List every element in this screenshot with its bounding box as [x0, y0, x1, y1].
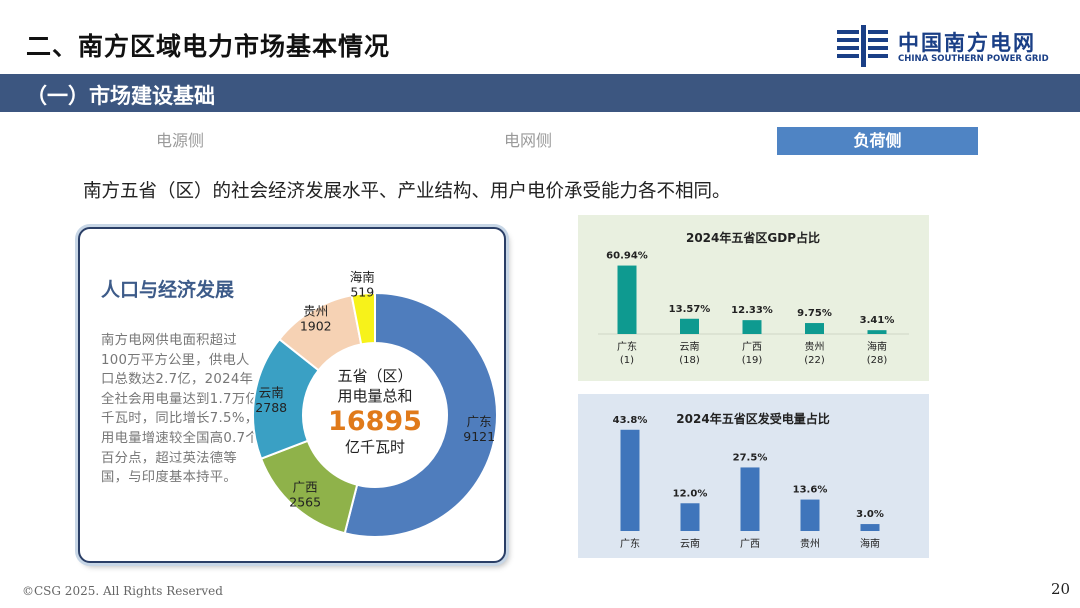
bar-elec-bars-4: [860, 524, 880, 531]
tick-gdp-bars-3: 贵州: [805, 340, 825, 353]
bar-elec-bars-2: [740, 467, 760, 531]
donut-slice-4: [350, 291, 376, 346]
bar-label-elec-bars-1: 12.0%: [673, 488, 708, 499]
population-panel-body: 南方电网供电面积超过100万平方公里，供电人口总数达2.7亿，2024年全社会用…: [101, 333, 260, 486]
bar-label-elec-bars-2: 27.5%: [733, 452, 768, 463]
section-title: （一）市场建设基础: [26, 84, 215, 108]
tick-elec-bars-3: 贵州: [800, 537, 820, 550]
donut-label-name-2: 云南: [259, 385, 284, 400]
tick-elec-bars-1: 云南: [680, 537, 700, 550]
donut-label-value-2: 2788: [255, 400, 287, 415]
tab-power-side[interactable]: 电源侧: [155, 131, 204, 150]
population-panel-title: 人口与经济发展: [101, 279, 235, 301]
tab-grid-side[interactable]: 电网侧: [503, 131, 552, 150]
logo-text-english: CHINA SOUTHERN POWER GRID: [898, 54, 1049, 64]
donut-label-value-3: 1902: [300, 319, 332, 334]
donut-label-value-0: 9121: [463, 429, 495, 444]
tick-gdp-bars-0: 广东: [617, 340, 637, 353]
bar-gdp-bars-3: [805, 323, 824, 334]
donut-center-line1: 五省（区）: [337, 367, 412, 385]
logo-text-chinese: 中国南方电网: [898, 31, 1036, 55]
bar-label-elec-bars-0: 43.8%: [613, 415, 648, 426]
donut-label-name-1: 广西: [293, 479, 318, 494]
donut-center-unit: 亿千瓦时: [345, 438, 405, 456]
rank-gdp-bars-2: (19): [742, 355, 763, 366]
rank-gdp-bars-1: (18): [679, 355, 700, 366]
gdp-share-chart: 2024年五省区GDP占比 60.94% 广东 (1) 13.57% 云南 (18) 12.…: [598, 230, 909, 366]
bar-elec-bars-3: [800, 499, 820, 531]
page-number: 20: [1051, 580, 1071, 598]
bar-gdp-bars-2: [742, 320, 762, 334]
donut-label-value-1: 2565: [289, 494, 321, 509]
section-header-bar: （一）市场建设基础: [0, 74, 1080, 112]
bar-label-gdp-bars-0: 60.94%: [606, 251, 648, 262]
donut-label-name-4: 海南: [350, 270, 375, 285]
electricity-share-chart: 2024年五省区发受电量占比 43.8% 广东 12.0% 云南 27.5% 广西 13.6…: [613, 411, 884, 550]
donut-center-value: 16895: [328, 406, 422, 437]
tick-elec-bars-2: 广西: [740, 538, 760, 550]
bar-gdp-bars-4: [867, 330, 887, 334]
company-logo: 中国南方电网 CHINA SOUTHERN POWER GRID: [835, 25, 1060, 67]
tick-gdp-bars-4: 海南: [867, 340, 887, 353]
bar-elec-bars-0: [620, 429, 640, 531]
tab-load-side[interactable]: 负荷侧: [777, 127, 978, 155]
donut-slice-0: [343, 291, 498, 538]
bar-elec-bars-1: [680, 503, 700, 531]
tick-gdp-bars-1: 云南: [680, 340, 700, 353]
tick-gdp-bars-2: 广西: [742, 341, 762, 353]
page-title: 二、南方区域电力市场基本情况: [26, 32, 391, 61]
bar-label-gdp-bars-3: 9.75%: [797, 308, 832, 319]
bar-label-elec-bars-4: 3.0%: [856, 509, 884, 520]
donut-label-value-4: 519: [350, 285, 374, 300]
csg-logo-icon: [837, 25, 888, 67]
donut-label-name-3: 贵州: [303, 304, 328, 319]
bar-gdp-bars-0: [617, 265, 637, 334]
tagline: 南方五省（区）的社会经济发展水平、产业结构、用户电价承受能力各不相同。: [83, 181, 731, 202]
gdp-chart-title: 2024年五省区GDP占比: [686, 230, 820, 245]
electricity-share-panel: 2024年五省区发受电量占比 43.8% 广东 12.0% 云南 27.5% 广西 13.6…: [578, 394, 929, 558]
bar-label-elec-bars-3: 13.6%: [793, 485, 828, 496]
elec-chart-title: 2024年五省区发受电量占比: [676, 411, 829, 426]
tick-elec-bars-4: 海南: [860, 537, 880, 550]
donut-label-name-0: 广东: [467, 414, 492, 429]
bar-label-gdp-bars-4: 3.41%: [860, 315, 895, 326]
copyright-notice: ©CSG 2025. All Rights Reserved: [22, 584, 223, 598]
rank-gdp-bars-4: (28): [867, 355, 888, 366]
tick-elec-bars-0: 广东: [620, 537, 640, 550]
rank-gdp-bars-0: (1): [620, 355, 634, 366]
rank-gdp-bars-3: (22): [804, 355, 825, 366]
bar-label-gdp-bars-2: 12.33%: [731, 305, 773, 316]
bar-label-gdp-bars-1: 13.57%: [669, 304, 711, 315]
bar-gdp-bars-1: [680, 318, 699, 334]
gdp-share-panel: 2024年五省区GDP占比 60.94% 广东 (1) 13.57% 云南 (18) 12.…: [578, 215, 929, 381]
donut-center-line2: 用电量总和: [337, 387, 412, 405]
